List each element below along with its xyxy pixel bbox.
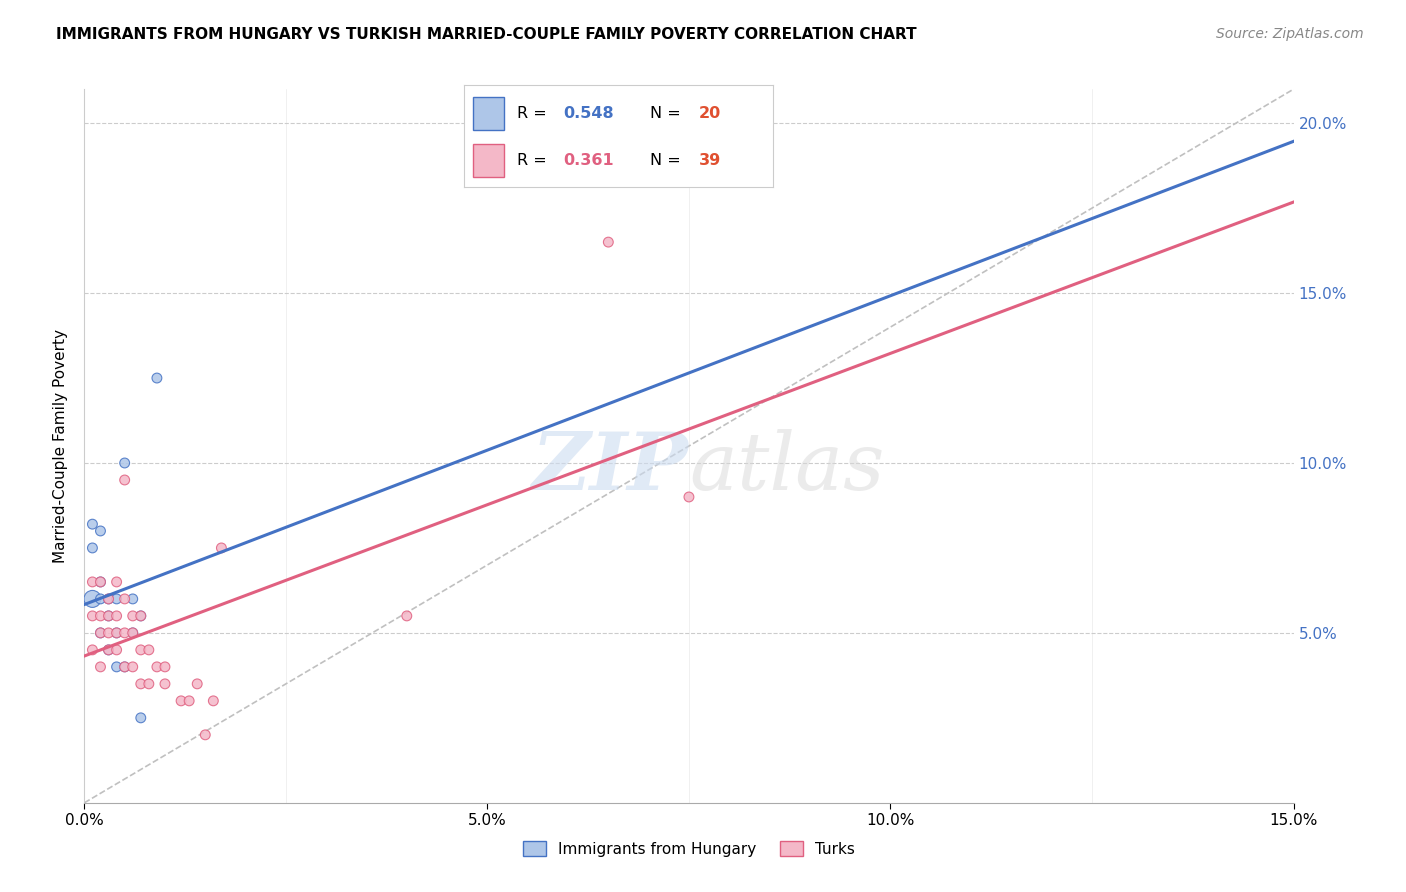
Point: [82, 643, 104, 657]
Text: R =: R =: [516, 106, 551, 121]
Point: [105, 660, 128, 674]
Legend: Immigrants from Hungary, Turks: Immigrants from Hungary, Turks: [517, 835, 860, 863]
Point: [97, 608, 120, 623]
Point: [129, 677, 152, 691]
Point: [129, 711, 152, 725]
Point: [598, 235, 620, 249]
Point: [82, 608, 104, 623]
Point: [138, 643, 160, 657]
Point: [395, 608, 418, 623]
Point: [97, 643, 120, 657]
Text: N =: N =: [650, 153, 686, 169]
Point: [209, 541, 232, 555]
Point: [121, 626, 143, 640]
Point: [129, 643, 152, 657]
Point: [82, 517, 104, 532]
Bar: [474, 145, 505, 177]
Point: [114, 660, 136, 674]
Text: 39: 39: [699, 153, 721, 169]
Point: [114, 591, 136, 606]
Point: [146, 371, 169, 385]
Text: N =: N =: [650, 106, 686, 121]
Point: [121, 591, 143, 606]
Point: [82, 574, 104, 589]
Text: IMMIGRANTS FROM HUNGARY VS TURKISH MARRIED-COUPLE FAMILY POVERTY CORRELATION CHA: IMMIGRANTS FROM HUNGARY VS TURKISH MARRI…: [56, 27, 917, 42]
Text: 0.548: 0.548: [562, 106, 613, 121]
Point: [678, 490, 700, 504]
Point: [105, 626, 128, 640]
Point: [89, 574, 111, 589]
Point: [153, 660, 176, 674]
Point: [138, 677, 160, 691]
Point: [82, 591, 104, 606]
Point: [97, 591, 120, 606]
Point: [89, 574, 111, 589]
Point: [89, 626, 111, 640]
Point: [105, 591, 128, 606]
Point: [194, 728, 217, 742]
Point: [105, 626, 128, 640]
Point: [97, 591, 120, 606]
Point: [179, 694, 201, 708]
Point: [121, 608, 143, 623]
Point: [89, 524, 111, 538]
Point: [202, 694, 225, 708]
Point: [153, 677, 176, 691]
Point: [146, 660, 169, 674]
Point: [114, 626, 136, 640]
Point: [89, 660, 111, 674]
Bar: [474, 97, 505, 130]
Text: 0.361: 0.361: [562, 153, 613, 169]
Point: [89, 626, 111, 640]
Point: [105, 574, 128, 589]
Point: [114, 660, 136, 674]
Point: [82, 541, 104, 555]
Point: [97, 608, 120, 623]
Text: Source: ZipAtlas.com: Source: ZipAtlas.com: [1216, 27, 1364, 41]
Text: R =: R =: [516, 153, 551, 169]
Text: 20: 20: [699, 106, 721, 121]
Point: [89, 591, 111, 606]
Point: [121, 660, 143, 674]
Text: atlas: atlas: [689, 429, 884, 506]
Point: [105, 643, 128, 657]
Text: ZIP: ZIP: [531, 429, 689, 506]
Point: [89, 608, 111, 623]
Point: [186, 677, 208, 691]
Point: [114, 473, 136, 487]
Point: [97, 643, 120, 657]
Point: [105, 608, 128, 623]
Point: [129, 608, 152, 623]
Point: [114, 456, 136, 470]
Y-axis label: Married-Couple Family Poverty: Married-Couple Family Poverty: [53, 329, 69, 563]
Point: [170, 694, 193, 708]
Point: [97, 626, 120, 640]
Point: [121, 626, 143, 640]
Point: [129, 608, 152, 623]
